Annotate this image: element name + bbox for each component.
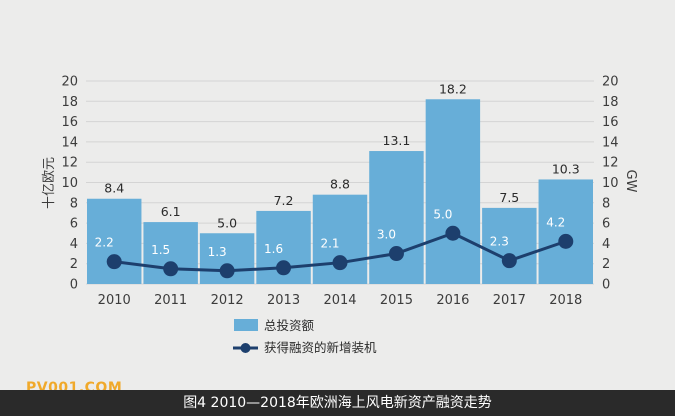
left-tick-label: 14 bbox=[61, 135, 78, 150]
line-point-2016 bbox=[445, 225, 461, 241]
bar-value-label: 5.0 bbox=[217, 215, 237, 230]
y-axis-title: 十亿欧元 bbox=[42, 157, 57, 209]
left-tick-label: 20 bbox=[61, 75, 78, 90]
x-tick-label: 2018 bbox=[549, 293, 582, 308]
x-tick-label: 2016 bbox=[436, 293, 469, 308]
left-tick-label: 2 bbox=[70, 257, 78, 272]
x-tick-label: 2017 bbox=[493, 293, 526, 308]
line-point-2010 bbox=[106, 254, 122, 270]
left-tick-label: 8 bbox=[70, 196, 78, 211]
bar-2016 bbox=[425, 99, 481, 285]
right-axis-ticks: 0 2 4 6 8 10 12 14 16 18 20 bbox=[602, 75, 619, 293]
legend: 总投资额 获得融资的新增装机 bbox=[233, 318, 377, 355]
x-axis-ticks: 2010 2011 2012 2013 2014 2015 2016 2017 2018 bbox=[98, 293, 583, 308]
legend-bar-swatch bbox=[234, 319, 258, 331]
x-tick-label: 2010 bbox=[98, 293, 131, 308]
left-tick-label: 12 bbox=[61, 156, 78, 171]
x-tick-label: 2013 bbox=[267, 293, 300, 308]
right-tick-label: 2 bbox=[602, 257, 610, 272]
line-value-label: 2.2 bbox=[95, 236, 114, 250]
line-value-label: 1.5 bbox=[151, 243, 170, 257]
right-tick-label: 8 bbox=[602, 196, 610, 211]
right-tick-label: 0 bbox=[602, 278, 610, 293]
right-tick-label: 20 bbox=[602, 75, 619, 90]
left-tick-label: 6 bbox=[70, 217, 78, 232]
line-point-2018 bbox=[558, 233, 574, 249]
line-value-label: 5.0 bbox=[433, 207, 452, 221]
left-tick-label: 4 bbox=[70, 237, 78, 252]
right-tick-label: 16 bbox=[602, 115, 619, 130]
x-tick-label: 2011 bbox=[154, 293, 187, 308]
bar-value-label: 18.2 bbox=[439, 81, 467, 96]
bar-value-label: 7.2 bbox=[274, 193, 294, 208]
left-tick-label: 10 bbox=[61, 176, 78, 191]
bars: 8.4 6.1 5.0 7.2 8.8 13.1 18.2 7.5 10.3 bbox=[87, 81, 593, 285]
bar-value-label: 6.1 bbox=[161, 204, 181, 219]
right-tick-label: 12 bbox=[602, 156, 619, 171]
line-value-label: 2.1 bbox=[320, 237, 339, 251]
line-point-2017 bbox=[501, 253, 517, 269]
line-point-2014 bbox=[332, 255, 348, 271]
left-tick-label: 16 bbox=[61, 115, 78, 130]
bar-2018 bbox=[538, 179, 593, 284]
line-point-2013 bbox=[276, 260, 292, 276]
line-value-label: 2.3 bbox=[490, 235, 509, 249]
installed-capacity-line: 2.2 1.5 1.3 1.6 2.1 3.0 5.0 2.3 4.2 bbox=[95, 207, 574, 279]
bar-value-label: 8.8 bbox=[330, 177, 350, 192]
line-value-label: 1.3 bbox=[208, 245, 227, 259]
legend-line-marker bbox=[240, 343, 251, 353]
x-tick-label: 2012 bbox=[211, 293, 244, 308]
legend-bar-label: 总投资额 bbox=[264, 318, 315, 333]
bar-2015 bbox=[369, 151, 424, 284]
left-tick-label: 0 bbox=[70, 278, 78, 293]
bar-value-label: 13.1 bbox=[383, 133, 411, 148]
bar-value-label: 10.3 bbox=[552, 161, 580, 176]
bar-2017 bbox=[482, 207, 537, 284]
line-point-2011 bbox=[163, 261, 179, 277]
right-tick-label: 4 bbox=[602, 237, 610, 252]
chart: 8.4 6.1 5.0 7.2 8.8 13.1 18.2 7.5 10.3 2.2 1.5 1.3… bbox=[42, 75, 638, 356]
right-tick-label: 6 bbox=[602, 217, 610, 232]
bar-value-label: 8.4 bbox=[104, 181, 124, 196]
x-tick-label: 2015 bbox=[380, 293, 413, 308]
right-tick-label: 14 bbox=[602, 135, 619, 150]
figure-caption: 图4 2010—2018年欧洲海上风电新资产融资走势 bbox=[183, 395, 492, 411]
left-tick-label: 18 bbox=[61, 95, 78, 110]
line-value-label: 4.2 bbox=[546, 215, 565, 229]
caption-bar: 图4 2010—2018年欧洲海上风电新资产融资走势 bbox=[0, 390, 675, 416]
left-axis-ticks: 0 2 4 6 8 10 12 14 16 18 20 bbox=[61, 75, 78, 293]
bar-2010 bbox=[87, 198, 142, 284]
line-point-2012 bbox=[219, 263, 235, 279]
line-value-label: 1.6 bbox=[264, 242, 283, 256]
right-tick-label: 10 bbox=[602, 176, 619, 191]
line-point-2015 bbox=[388, 246, 404, 262]
bar-value-label: 7.5 bbox=[499, 190, 519, 205]
x-tick-label: 2014 bbox=[323, 293, 356, 308]
y2-axis-title: GW bbox=[623, 170, 638, 193]
legend-line-label: 获得融资的新增装机 bbox=[264, 340, 377, 355]
line-value-label: 3.0 bbox=[377, 228, 396, 242]
right-tick-label: 18 bbox=[602, 95, 619, 110]
